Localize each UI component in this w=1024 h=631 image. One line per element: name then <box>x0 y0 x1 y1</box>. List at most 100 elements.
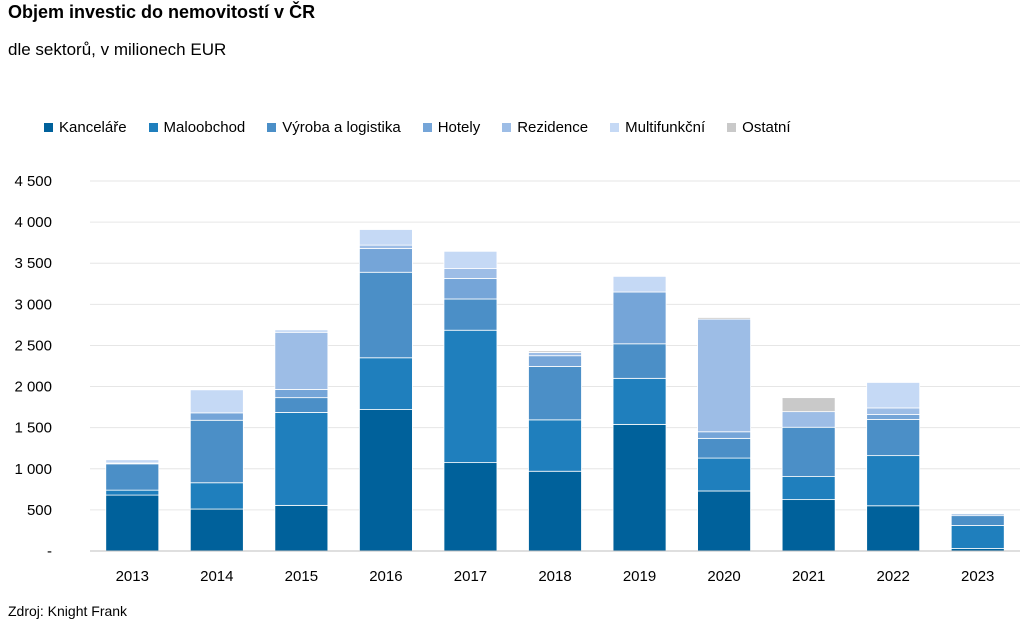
chart-legend: Kanceláře Maloobchod Výroba a logistika Hot… <box>44 119 813 136</box>
bar-segment: Výroba a logistika 2022: 440 <box>866 419 921 457</box>
bar-segment: Ostatní 2020: 20 <box>697 317 751 320</box>
x-tick-label: 2021 <box>792 568 825 585</box>
x-tick-label: 2014 <box>200 568 233 585</box>
bar-segment: Rezidence 2021: 190 <box>781 411 836 428</box>
bar-segment: Maloobchod 2021: 280 <box>781 476 836 501</box>
bar-segment: Kanceláře 2021: 625 <box>781 499 836 552</box>
bar-segment: Multifunkční 2022: 310 <box>866 382 921 409</box>
legend-label: Hotely <box>437 119 481 136</box>
bar-segment: Multifunkční 2014: 280 <box>189 389 244 414</box>
legend-label: Kanceláře <box>59 119 127 136</box>
bar-segment: Maloobchod 2014: 320 <box>189 482 244 510</box>
bar-segment: Hotely 2014: 90 <box>189 412 244 421</box>
legend-swatch <box>44 123 53 132</box>
bar-segment: Rezidence 2018: 40 <box>528 352 582 357</box>
x-tick-label: 2016 <box>369 568 402 585</box>
bar-segment: Multifunkční 2017: 210 <box>443 250 498 269</box>
bar-segment: Výroba a logistika 2015: 180 <box>274 397 329 413</box>
bar-segment: Kanceláře 2014: 510 <box>189 508 244 552</box>
legend-swatch <box>148 123 158 132</box>
bar-segment: Kanceláře 2020: 730 <box>697 490 751 552</box>
legend-item: Kanceláře <box>44 119 127 136</box>
legend-label: Výroba a logistika <box>282 119 401 136</box>
bar-segment: Ostatní 2018: 20 <box>528 350 582 353</box>
legend-swatch <box>422 123 432 132</box>
legend-label: Maloobchod <box>163 119 246 136</box>
y-tick-label: 1 000 <box>14 461 52 478</box>
legend-item: Hotely <box>422 119 481 136</box>
bar-segment: Rezidence 2020: 1370 <box>697 318 751 433</box>
bar-segment: Výroba a logistika 2014: 760 <box>189 419 244 484</box>
bar-segment: Hotely 2017: 250 <box>443 278 498 300</box>
bar-segment: Kanceláře 2019: 1540 <box>612 423 667 552</box>
legend-swatch <box>502 123 512 132</box>
bar-segment: Hotely 2019: 630 <box>612 291 667 345</box>
legend-item: Multifunkční <box>610 119 705 136</box>
bar-segment: Maloobchod 2013: 60 <box>105 489 160 496</box>
bar-segment: Hotely 2020: 80 <box>697 431 751 439</box>
bar-segment: Kanceláře 2018: 970 <box>528 470 582 552</box>
bar-segment: Kanceláře 2017: 1075 <box>443 462 498 552</box>
x-tick-label: 2013 <box>116 568 149 585</box>
bar-segment: Výroba a logistika 2023: 120 <box>950 515 1005 526</box>
bar-segment: Rezidence 2022: 80 <box>866 407 921 415</box>
x-tick-label: 2023 <box>961 568 994 585</box>
bar-segment: Kanceláře 2013: 680 <box>105 494 160 552</box>
y-tick-label: 4 000 <box>14 214 52 231</box>
bar-segment: Multifunkční 2016: 190 <box>359 229 413 246</box>
y-tick-label: - <box>47 543 52 560</box>
bar-segment: Multifunkční 2013: 40 <box>105 459 160 464</box>
bar-segment: Multifunkční 2015: 30 <box>274 329 329 333</box>
y-tick-label: 1 500 <box>14 420 52 437</box>
bar-segment: Kanceláře 2015: 555 <box>274 504 329 552</box>
x-tick-label: 2019 <box>623 568 656 585</box>
y-tick-label: 3 500 <box>14 255 52 272</box>
legend-item: Maloobchod <box>148 119 246 136</box>
legend-item: Ostatní <box>727 119 791 136</box>
legend-label: Multifunkční <box>625 119 706 136</box>
legend-label: Rezidence <box>517 119 589 136</box>
legend-item: Rezidence <box>502 119 588 136</box>
bar-segment: Výroba a logistika 2020: 240 <box>697 437 751 459</box>
bar-segment: Maloobchod 2023: 280 <box>950 525 1005 549</box>
x-tick-label: 2018 <box>538 568 571 585</box>
chart-title: Objem investic do nemovitostí v ČR <box>8 2 316 22</box>
bar-segment: Maloobchod 2020: 400 <box>697 457 751 492</box>
x-tick-label: 2020 <box>707 568 740 585</box>
bar-segment: Maloobchod 2016: 630 <box>359 357 413 410</box>
bar-segment: Maloobchod 2017: 1610 <box>443 329 498 464</box>
legend-label: Ostatní <box>742 119 791 136</box>
legend-swatch <box>267 123 277 132</box>
legend-swatch <box>610 123 620 132</box>
bar-segment: Hotely 2018: 130 <box>528 355 582 367</box>
x-tick-label: 2015 <box>285 568 318 585</box>
x-tick-label: 2017 <box>454 568 487 585</box>
bar-segment: Rezidence 2016: 40 <box>359 244 413 249</box>
y-tick-label: 3 000 <box>14 296 52 313</box>
bar-segment: Výroba a logistika 2016: 1040 <box>359 271 413 359</box>
bar-segment: Maloobchod 2015: 1130 <box>274 412 329 506</box>
bar-segment: Maloobchod 2022: 610 <box>866 455 921 507</box>
bar-segment: Hotely 2016: 290 <box>359 248 413 273</box>
bar-segment: Rezidence 2017: 120 <box>443 268 498 279</box>
bar-segment: Maloobchod 2019: 560 <box>612 377 667 425</box>
y-tick-label: 500 <box>27 502 52 519</box>
bar-segment: Hotely 2015: 100 <box>274 389 329 399</box>
legend-item: Výroba a logistika <box>267 119 401 136</box>
bar-segment: Maloobchod 2018: 625 <box>528 419 582 472</box>
bar-segment: Výroba a logistika 2017: 380 <box>443 298 498 331</box>
bar-segment: Ostatní 2021: 170 <box>781 397 836 413</box>
y-tick-label: 2 000 <box>14 379 52 396</box>
bar-segment: Výroba a logistika 2019: 420 <box>612 343 667 379</box>
y-tick-label: 2 500 <box>14 337 52 354</box>
bar-segment: Hotely 2022: 60 <box>866 414 921 420</box>
chart-subtitle: dle sektorů, v milionech EUR <box>8 40 227 59</box>
bar-segment: Výroba a logistika 2013: 320 <box>105 463 160 491</box>
bar-segment: Výroba a logistika 2018: 650 <box>528 366 582 421</box>
y-tick-label: 4 500 <box>14 173 52 190</box>
bar-segment: Výroba a logistika 2021: 600 <box>781 426 836 477</box>
bar-segment: Multifunkční 2019: 190 <box>612 275 667 293</box>
bar-segment: Kanceláře 2022: 550 <box>866 505 921 552</box>
stacked-bar-chart: - 500 1 000 1 500 2 000 2 500 3 000 3 500 4 000 4… <box>14 173 1020 585</box>
